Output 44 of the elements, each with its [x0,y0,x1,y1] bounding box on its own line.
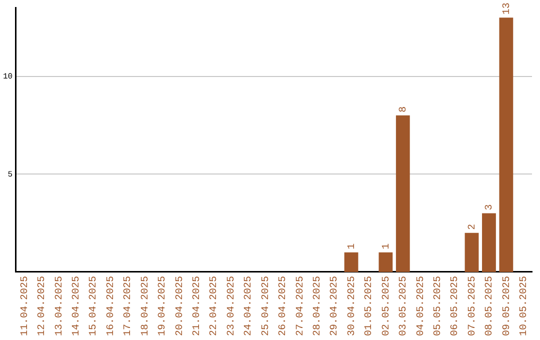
x-tick-label: 16.04.2025 [106,276,117,336]
x-tick-label: 14.04.2025 [71,276,82,336]
x-tick-label: 27.04.2025 [295,276,306,336]
y-tick-label: 5 [8,170,13,180]
data-label: 1 [381,243,392,250]
x-tick-label: 30.04.2025 [346,276,358,336]
x-tick-label: 01.05.2025 [364,276,376,336]
x-tick-label: 25.04.2025 [260,276,272,336]
x-tick-label: 26.04.2025 [278,276,290,336]
x-tick-label: 11.04.2025 [20,276,31,336]
x-tick-label: 24.04.2025 [244,276,255,336]
x-tick-label: 04.05.2025 [416,276,427,336]
x-tick-label: 08.05.2025 [484,276,496,336]
x-tick-label: 09.05.2025 [502,276,513,336]
x-tick-label: 15.04.2025 [88,276,100,336]
x-tick-label: 22.04.2025 [209,276,220,336]
data-label: 13 [502,2,513,15]
bar [396,115,410,272]
x-tick-label: 05.05.2025 [432,276,444,336]
x-tick-label: 03.05.2025 [398,276,410,336]
bar [378,252,393,272]
x-tick-label: 12.04.2025 [37,276,48,336]
x-tick-label: 23.04.2025 [226,276,238,336]
y-tick-label: 10 [2,72,13,82]
x-tick-label: 29.04.2025 [330,276,341,336]
bar [499,18,514,272]
bar [482,213,496,272]
x-tick-label: 21.04.2025 [192,276,203,336]
x-tick-label: 19.04.2025 [158,276,169,336]
x-tick-label: 20.04.2025 [174,276,186,336]
data-label: 2 [467,224,478,230]
x-tick-label: 02.05.2025 [381,276,392,336]
x-tick-label: 17.04.2025 [123,276,134,336]
data-label: 1 [346,243,358,250]
x-tick-label: 28.04.2025 [312,276,324,336]
x-tick-label: 10.05.2025 [519,276,530,336]
x-tick-label: 13.04.2025 [54,276,66,336]
bar [344,252,358,272]
data-label: 8 [398,106,410,112]
x-tick-label: 06.05.2025 [450,276,462,336]
data-label: 3 [484,204,496,210]
x-tick-label: 07.05.2025 [467,276,478,336]
bar [464,232,479,272]
x-tick-label: 18.04.2025 [140,276,152,336]
